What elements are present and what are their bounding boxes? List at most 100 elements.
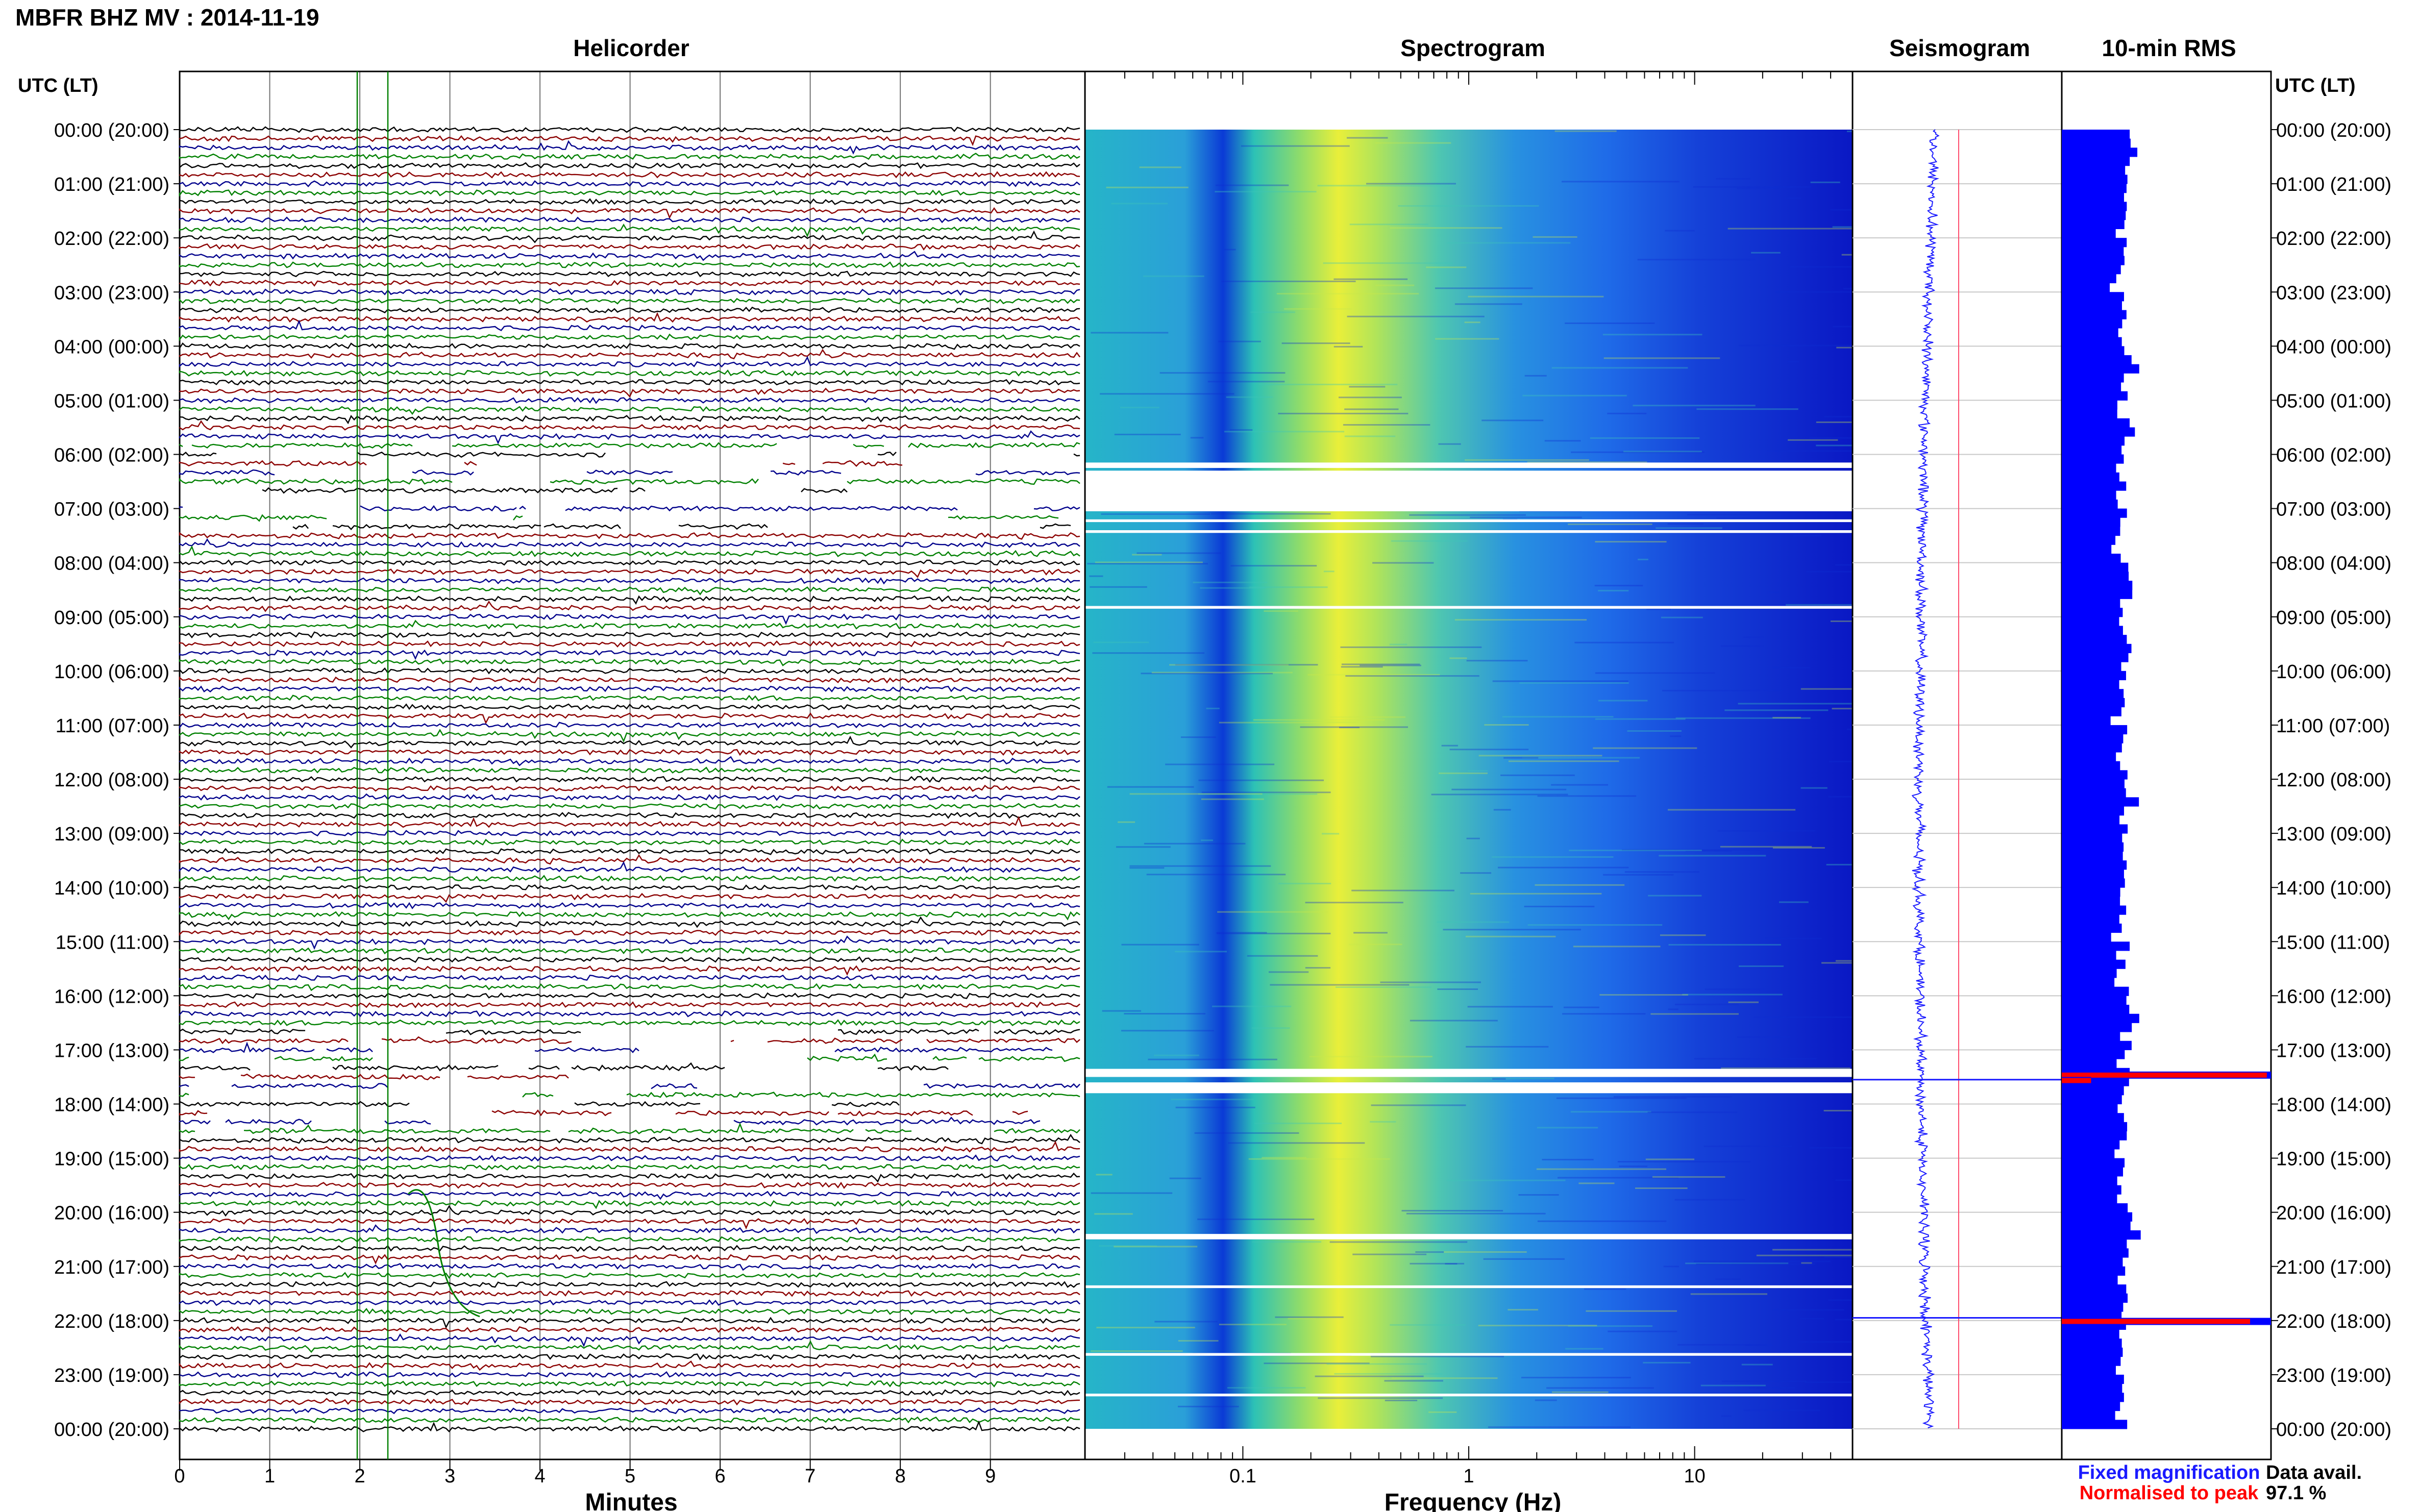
- spectrogram-texture: [1446, 242, 1571, 244]
- spectrogram-texture: [1460, 872, 1492, 874]
- spectrogram-texture: [1835, 1319, 1853, 1321]
- spectrogram-texture: [1617, 1161, 1751, 1163]
- spectrogram-texture: [1169, 1177, 1201, 1179]
- time-label-left: 21:00 (17:00): [54, 1257, 169, 1278]
- helicorder-trace: [179, 387, 1080, 398]
- rms-bar: [2062, 445, 2122, 455]
- spectrogram-texture: [1705, 988, 1765, 990]
- rms-bar: [2062, 797, 2139, 807]
- rms-bar: [2062, 481, 2127, 491]
- spectrogram-texture: [1537, 1127, 1598, 1129]
- spectrogram-texture: [1593, 747, 1697, 749]
- rms-bar: [2062, 589, 2133, 599]
- spectrogram-texture: [1227, 1387, 1306, 1389]
- rms-bar: [2062, 653, 2129, 662]
- helicorder-trace: [179, 902, 1080, 909]
- spectrogram-texture: [1607, 412, 1647, 414]
- spectrogram-texture: [1602, 334, 1702, 336]
- helicorder-trace: [179, 631, 1080, 639]
- helicorder-trace: [179, 712, 1080, 725]
- helicorder-trace: [179, 766, 1080, 774]
- helicorder-trace: [179, 1380, 1080, 1387]
- rms-bar: [2062, 463, 2116, 473]
- helicorder-trace: [179, 1317, 1080, 1329]
- spectrogram-gap: [1085, 1234, 1853, 1240]
- time-label-left: 19:00 (15:00): [54, 1149, 169, 1170]
- spectrogram-texture: [1537, 1220, 1667, 1222]
- rms-bar: [2062, 806, 2125, 816]
- helicorder-trace: [179, 640, 1080, 648]
- spectrogram-texture: [1584, 1288, 1626, 1290]
- spectrogram-texture: [1437, 921, 1510, 923]
- spectrogram-texture: [1224, 431, 1345, 433]
- rms-bar: [2062, 274, 2116, 284]
- helicorder-trace: [179, 230, 1080, 243]
- spectrogram-texture: [1696, 408, 1798, 410]
- helicorder-trace: [179, 776, 1080, 783]
- helicorder-trace: [179, 667, 1080, 675]
- spectrogram-texture: [1141, 673, 1273, 675]
- time-label-right: 11:00 (07:00): [2276, 715, 2390, 737]
- spectrogram-title: Spectrogram: [1400, 35, 1545, 61]
- spectrogram-texture: [1694, 1058, 1817, 1060]
- spectrogram-texture: [1344, 435, 1396, 437]
- rms-bar: [2062, 1347, 2123, 1357]
- spectrogram-texture: [1603, 874, 1674, 876]
- rms-bar: [2062, 761, 2120, 771]
- rms-bar: [2062, 184, 2127, 193]
- spectrogram-texture: [1674, 1199, 1745, 1201]
- helicorder-trace: [179, 270, 1080, 278]
- rms-bar: [2062, 833, 2122, 843]
- spectrogram-texture: [1129, 867, 1165, 869]
- spectrogram-texture: [1198, 779, 1324, 781]
- helicorder-trace: [179, 306, 1080, 314]
- spectrogram-texture: [1250, 311, 1295, 313]
- rms-bar: [2062, 860, 2127, 870]
- time-label-right: 22:00 (18:00): [2276, 1311, 2391, 1332]
- rms-bar: [2062, 427, 2135, 437]
- spectrogram-texture: [1349, 224, 1428, 226]
- spectrogram-texture: [1772, 716, 1801, 718]
- spectrogram-texture: [1221, 280, 1356, 282]
- helicorder-x-axis: 0 1 2 3 4 5 6 7 8 9: [174, 1459, 996, 1487]
- helicorder-trace: [179, 430, 1080, 445]
- time-label-right: 16:00 (12:00): [2276, 986, 2391, 1007]
- rms-bar: [2062, 996, 2127, 1005]
- helicorder-trace: [179, 1172, 1080, 1183]
- spectrogram-texture: [1435, 338, 1499, 340]
- spectrogram-texture: [1341, 663, 1420, 665]
- helicorder-trace: [179, 811, 1080, 819]
- rms-bar: [2062, 409, 2117, 419]
- spectrogram-texture: [1832, 326, 1853, 328]
- spectrogram-texture: [1586, 1310, 1677, 1312]
- spectrogram-texture: [1809, 1147, 1853, 1149]
- helicorder-trace: [179, 171, 1080, 179]
- spectrogram-texture: [1466, 660, 1528, 662]
- spectrogram-texture: [1096, 1327, 1195, 1329]
- helicorder-trace: [179, 577, 1080, 585]
- rms-bar: [2062, 788, 2126, 798]
- rms-bar: [2062, 246, 2124, 257]
- spectrogram-texture: [1151, 672, 1293, 674]
- helicorder-trace: [179, 1389, 1080, 1397]
- spectrogram-texture: [1341, 666, 1383, 668]
- rms-bar: [2062, 599, 2120, 608]
- spectrogram-texture: [1801, 1262, 1812, 1264]
- spectrogram-texture: [1194, 1132, 1299, 1134]
- time-label-right: 21:00 (17:00): [2276, 1257, 2391, 1278]
- rms-bar: [2062, 544, 2112, 554]
- spectrogram-texture: [1215, 191, 1317, 193]
- spectrogram-texture: [1790, 266, 1853, 268]
- helicorder-trace: [179, 1205, 1080, 1217]
- time-label-left: 08:00 (04:00): [54, 553, 169, 575]
- rms-bar: [2062, 643, 2132, 653]
- helicorder-trace: [179, 1019, 1080, 1026]
- spectrogram-texture: [1721, 1380, 1807, 1382]
- helicorder-trace: [179, 1254, 1080, 1265]
- rms-bar: [2062, 734, 2124, 743]
- rms-bar: [2062, 707, 2121, 716]
- rms-bar: [2062, 229, 2116, 238]
- helicorder-trace: [179, 722, 1080, 729]
- helicorder-trace: [179, 140, 1080, 155]
- spectrogram-texture: [1716, 178, 1751, 180]
